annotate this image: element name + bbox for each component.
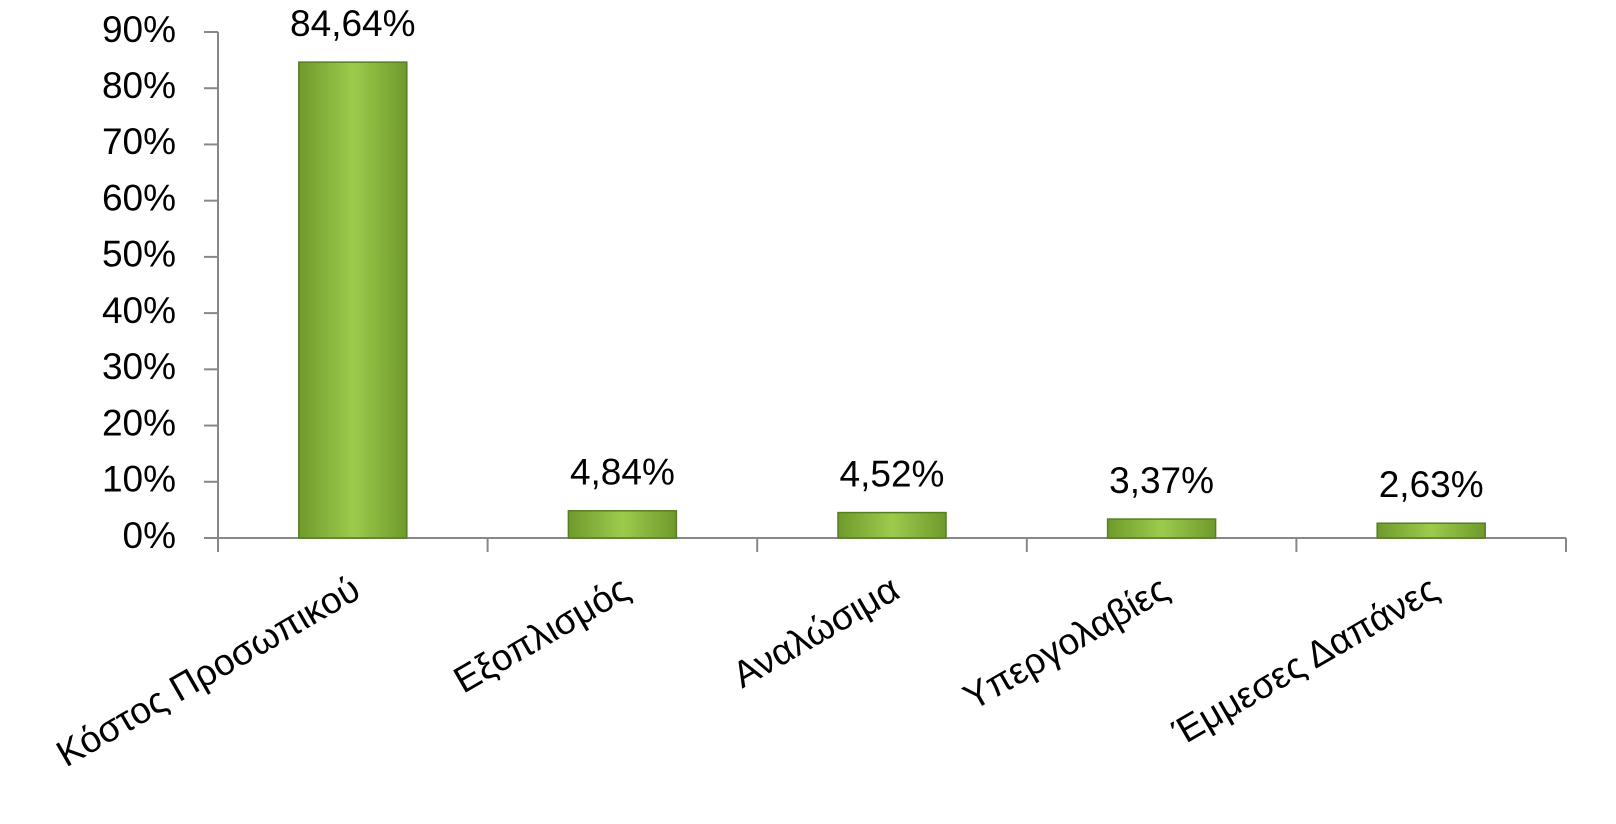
x-tick-label: Υπεργολαβίες [956,568,1175,718]
x-tick-label: Εξοπλισμός [447,568,636,701]
data-label: 84,64% [290,3,416,44]
y-tick-label: 40% [102,290,176,331]
bar [1106,518,1217,539]
y-tick-label: 0% [123,515,176,556]
bar [1376,522,1486,539]
y-tick-label: 50% [102,234,176,275]
y-tick-label: 20% [102,402,176,443]
y-tick-label: 10% [102,459,176,500]
data-label: 4,52% [840,453,945,494]
y-tick-label: 90% [102,9,176,50]
x-tick-label: Έμμεσες Δαπάνες [1165,568,1445,753]
data-label: 4,84% [570,452,675,493]
data-label: 3,37% [1109,460,1214,501]
bar [837,511,947,539]
y-tick-label: 30% [102,346,176,387]
x-tick-label: Αναλώσιμα [726,568,906,696]
bar [567,510,678,539]
data-label: 2,63% [1379,464,1484,505]
bar [298,61,408,539]
x-tick-label: Κόστος Προσωπικού [50,568,367,775]
y-tick-label: 70% [102,121,176,162]
y-tick-label: 80% [102,65,176,106]
y-tick-label: 60% [102,177,176,218]
